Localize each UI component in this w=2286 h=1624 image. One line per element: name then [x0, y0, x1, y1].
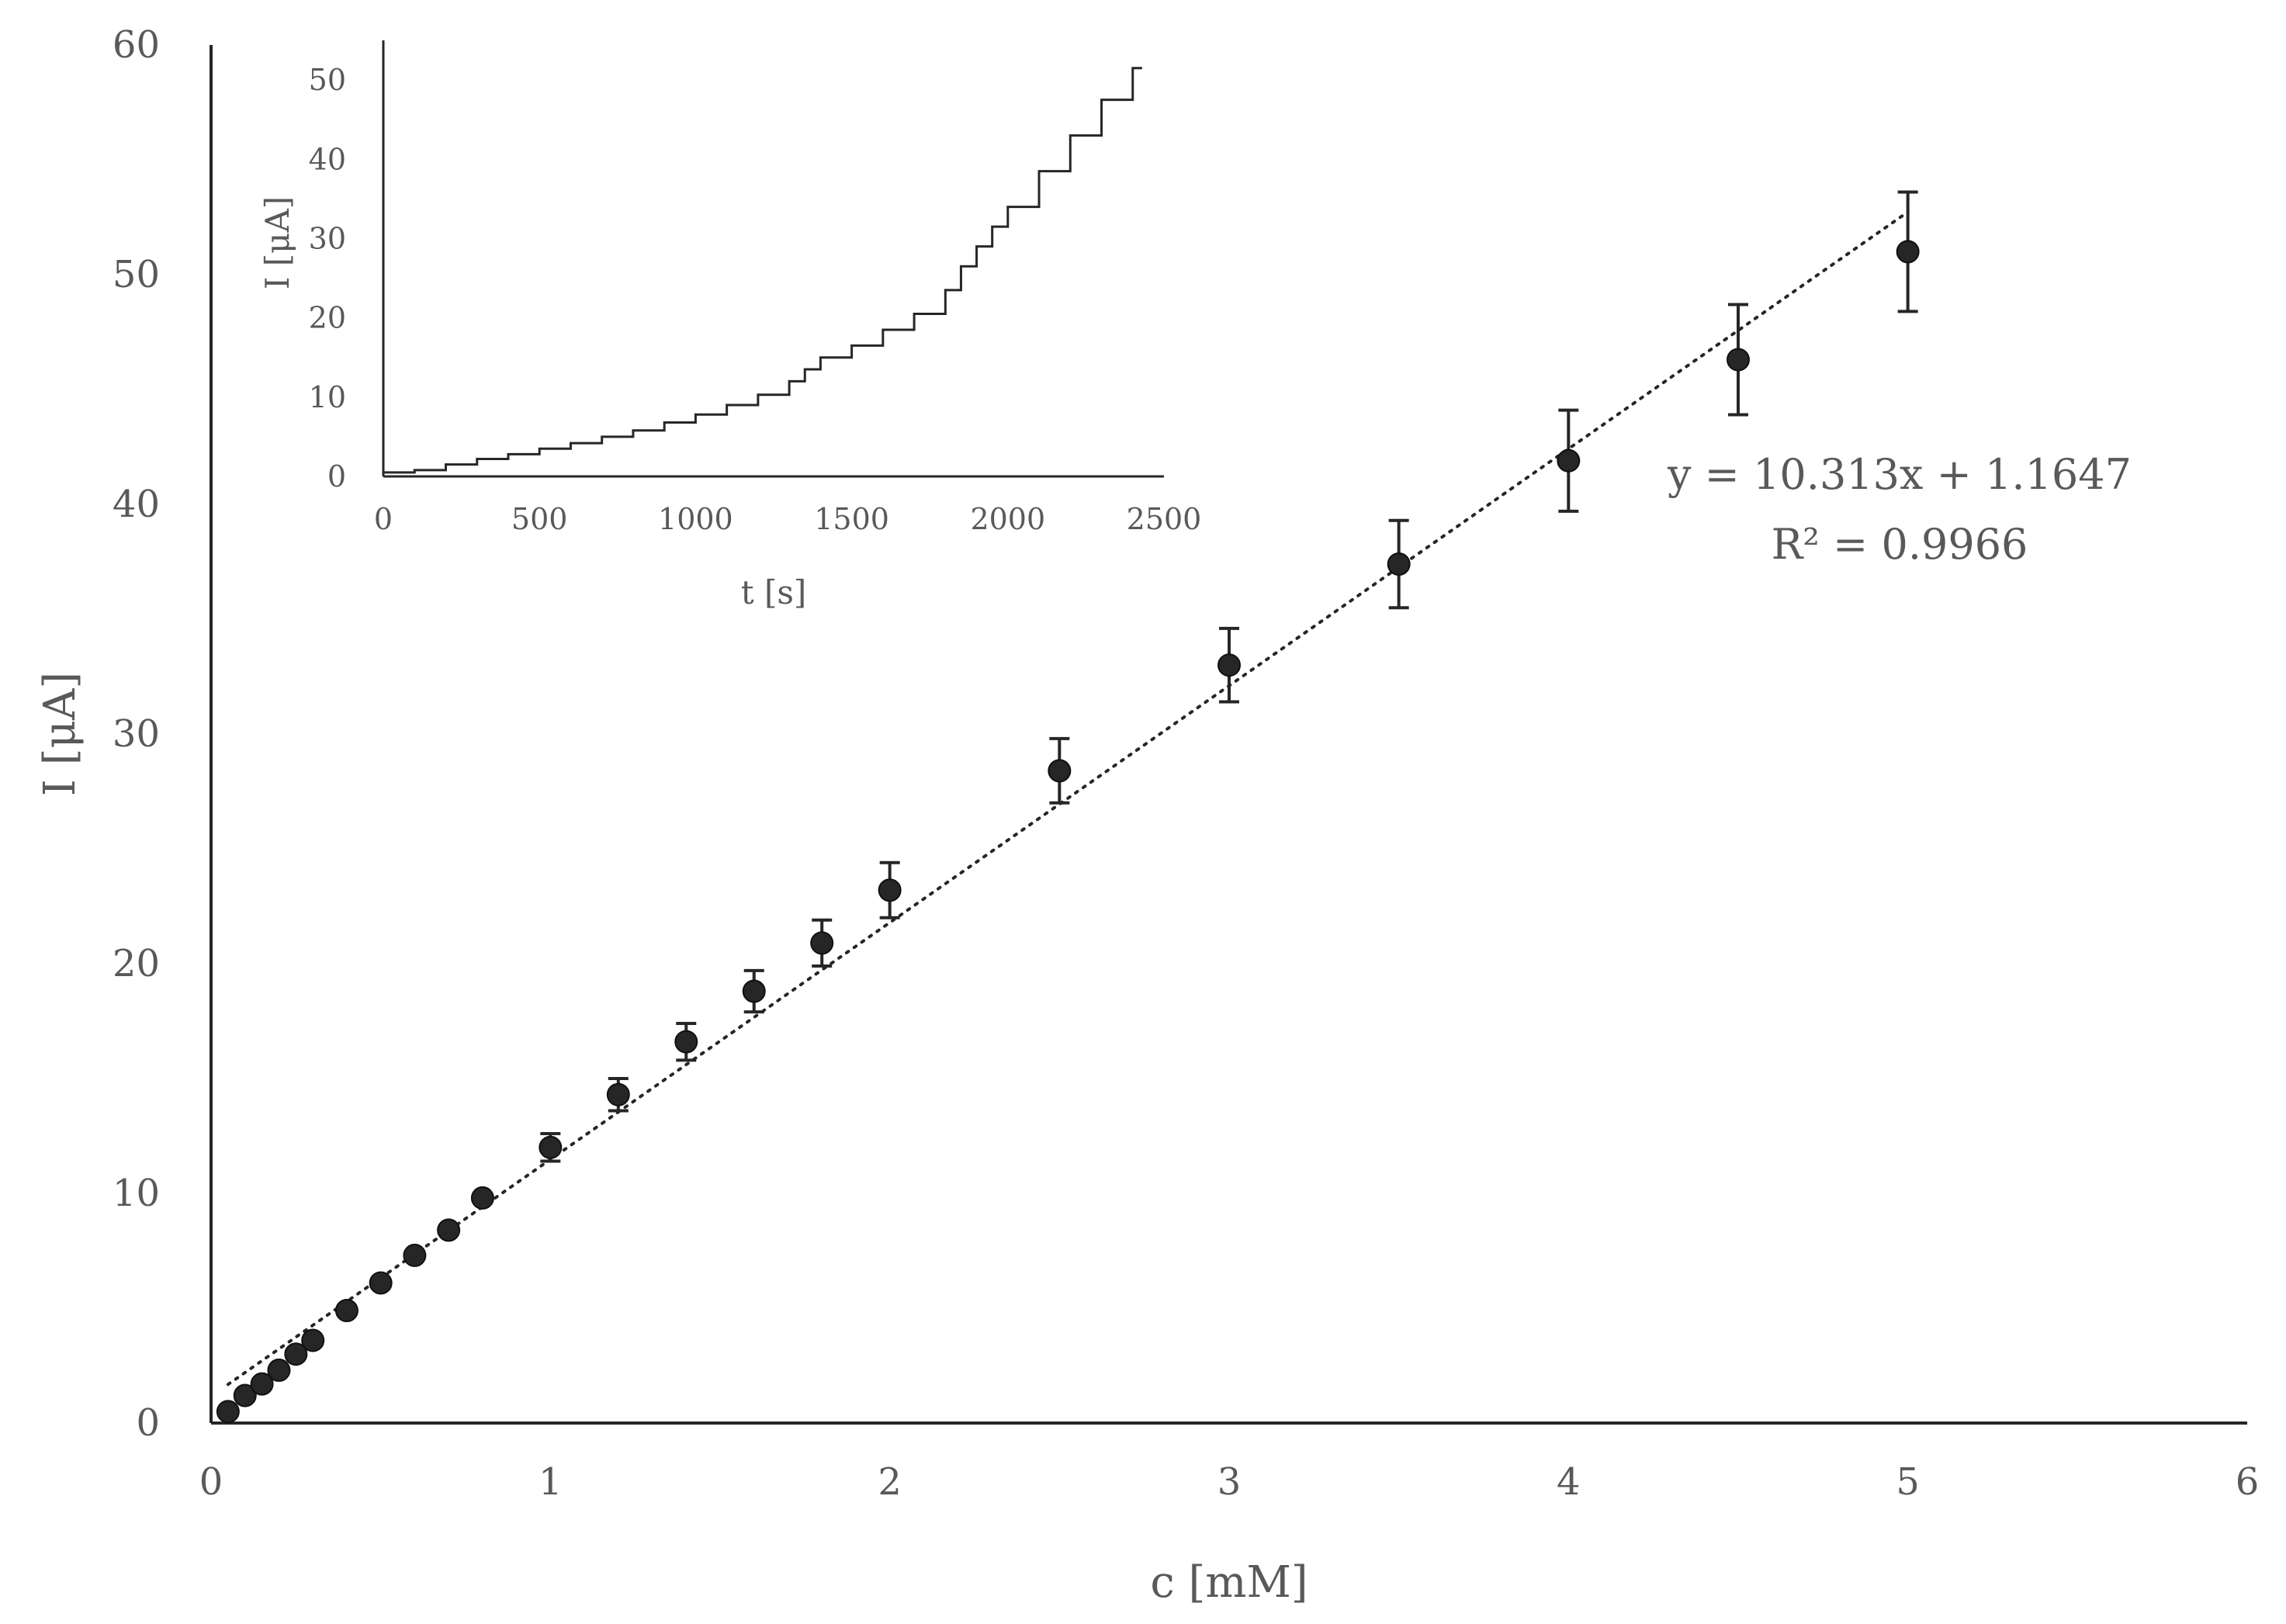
main-y-tick-label: 20 — [113, 942, 160, 985]
main-y-tick-label: 30 — [113, 712, 160, 756]
main-x-tick-label: 2 — [878, 1460, 902, 1504]
trendline-equation: y = 10.313x + 1.1647 — [1667, 450, 2132, 499]
data-point — [1896, 240, 1920, 264]
data-point — [250, 1372, 274, 1396]
main-x-tick-label: 6 — [2236, 1460, 2260, 1504]
data-point — [1727, 348, 1750, 372]
data-point — [810, 931, 834, 955]
data-point — [674, 1030, 698, 1054]
data-point — [606, 1082, 630, 1106]
main-y-tick-label: 40 — [113, 483, 160, 526]
data-point — [284, 1342, 308, 1366]
trendline — [226, 210, 1910, 1387]
data-point — [403, 1243, 427, 1267]
inset-y-axis-title: I [μA] — [258, 196, 296, 289]
inset-y-tick-label: 30 — [309, 221, 346, 255]
inset-x-tick-label: 0 — [374, 502, 393, 536]
inset-y-tick-label: 40 — [309, 142, 346, 176]
inset-current-trace — [383, 67, 1142, 474]
data-point — [301, 1328, 325, 1352]
data-point — [437, 1218, 461, 1242]
data-point — [334, 1298, 358, 1322]
data-point — [470, 1186, 494, 1210]
main-y-tick-label: 60 — [113, 23, 160, 67]
inset-x-tick-label: 2500 — [1127, 502, 1202, 536]
main-x-tick-label: 3 — [1217, 1460, 1242, 1504]
main-y-axis-title: I [μA] — [35, 672, 85, 796]
inset-y-tick-label: 20 — [309, 301, 346, 335]
main-x-tick-label: 4 — [1557, 1460, 1581, 1504]
inset-x-tick-label: 1000 — [658, 502, 733, 536]
inset-y-tick-label: 0 — [327, 459, 346, 493]
data-point — [216, 1400, 240, 1424]
main-y-tick-label: 0 — [136, 1401, 160, 1445]
inset-x-tick-label: 2000 — [970, 502, 1045, 536]
data-point — [1048, 759, 1072, 783]
inset-y-tick-label: 10 — [309, 380, 346, 414]
data-point — [1217, 653, 1241, 677]
data-point — [233, 1383, 257, 1408]
main-x-tick-label: 0 — [199, 1460, 223, 1504]
data-point — [878, 878, 902, 902]
inset-x-tick-label: 500 — [511, 502, 568, 536]
data-point — [539, 1135, 563, 1159]
data-point — [742, 979, 766, 1003]
main-y-tick-label: 50 — [113, 253, 160, 296]
main-y-tick-label: 10 — [113, 1172, 160, 1215]
trendline-r-squared: R² = 0.9966 — [1772, 520, 2028, 569]
inset-x-tick-label: 1500 — [814, 502, 889, 536]
data-point — [369, 1271, 393, 1295]
data-point — [1387, 552, 1411, 576]
main-x-axis-title: c [mM] — [1150, 1557, 1308, 1608]
data-point — [267, 1358, 291, 1382]
main-x-tick-label: 1 — [539, 1460, 563, 1504]
inset-y-tick-label: 50 — [309, 63, 346, 97]
inset-x-axis-title: t [s] — [741, 573, 807, 611]
inset-chart: 0 500 1000 1500 2000 2500 0 10 20 30 40 50 t [s] I [μ… — [258, 40, 1201, 611]
data-point — [1557, 448, 1581, 473]
main-x-tick-label: 5 — [1896, 1460, 1920, 1504]
